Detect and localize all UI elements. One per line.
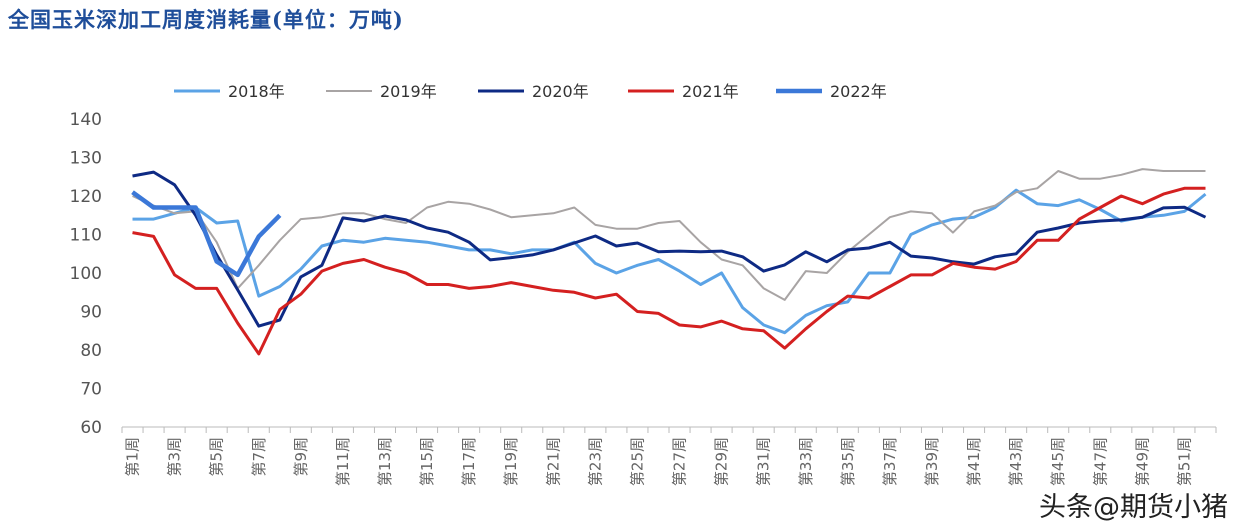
x-tick-label: 第35周 [839, 437, 857, 486]
x-tick-label: 第19周 [502, 437, 520, 486]
x-tick-label: 第27周 [671, 437, 689, 486]
x-tick-label: 第7周 [250, 437, 268, 477]
y-tick-label: 80 [80, 341, 102, 361]
legend-label: 2019年 [380, 82, 437, 101]
x-tick-label: 第29周 [713, 437, 731, 486]
x-tick-label: 第1周 [124, 437, 142, 477]
x-tick-label: 第5周 [208, 437, 226, 477]
x-tick-label: 第33周 [797, 437, 815, 486]
series-lines [131, 168, 1207, 356]
x-tick-label: 第51周 [1175, 437, 1193, 486]
x-tick-label: 第41周 [965, 437, 983, 486]
y-tick-label: 60 [80, 418, 102, 438]
y-tick-label: 120 [70, 187, 102, 207]
legend-label: 2018年 [228, 82, 285, 101]
series-line-2019 [132, 168, 1206, 301]
series-line-2018 [132, 188, 1207, 335]
x-tick-label: 第21周 [544, 437, 562, 486]
series-line-2020 [132, 170, 1207, 328]
legend-label: 2021年 [682, 82, 739, 101]
x-tick-label: 第39周 [923, 437, 941, 486]
x-tick-label: 第47周 [1091, 437, 1109, 486]
x-tick-label: 第37周 [881, 437, 899, 486]
legend: 2018年 2019年 2020年 2021年 2022年 [174, 82, 887, 101]
x-tick-label: 第9周 [292, 437, 310, 477]
series-line-2021 [132, 186, 1206, 356]
chart-title: 全国玉米深加工周度消耗量(单位：万吨) [8, 7, 404, 32]
legend-label: 2022年 [830, 82, 887, 101]
x-tick-label: 第13周 [376, 437, 394, 486]
x-tick-label: 第17周 [460, 437, 478, 486]
x-tick-label: 第31周 [755, 437, 773, 486]
y-tick-label: 90 [80, 303, 102, 323]
x-tick-label: 第23周 [586, 437, 604, 486]
y-tick-label: 70 [80, 380, 102, 400]
y-axis: 60 70 80 90 100 110 120 130 140 [70, 110, 102, 438]
x-tick-label: 第15周 [418, 437, 436, 486]
y-tick-label: 110 [70, 226, 102, 246]
x-axis: 第1周 第3周 第5周 第7周 第9周 第11周 第13周 第15周 第17周 第19周 第21周 第… [121, 426, 1217, 486]
x-tick-label: 第49周 [1133, 437, 1151, 486]
y-tick-label: 140 [70, 110, 102, 130]
legend-label: 2020年 [532, 82, 589, 101]
series-line-2022 [131, 190, 282, 278]
y-tick-label: 130 [70, 149, 102, 169]
x-tick-label: 第3周 [166, 437, 184, 477]
x-tick-label: 第43周 [1007, 437, 1025, 486]
watermark: 头条@期货小猪 [1039, 492, 1228, 523]
x-tick-label: 第45周 [1049, 437, 1067, 486]
x-tick-label: 第25周 [628, 437, 646, 486]
x-tick-label: 第11周 [334, 437, 352, 486]
y-tick-label: 100 [70, 264, 102, 284]
